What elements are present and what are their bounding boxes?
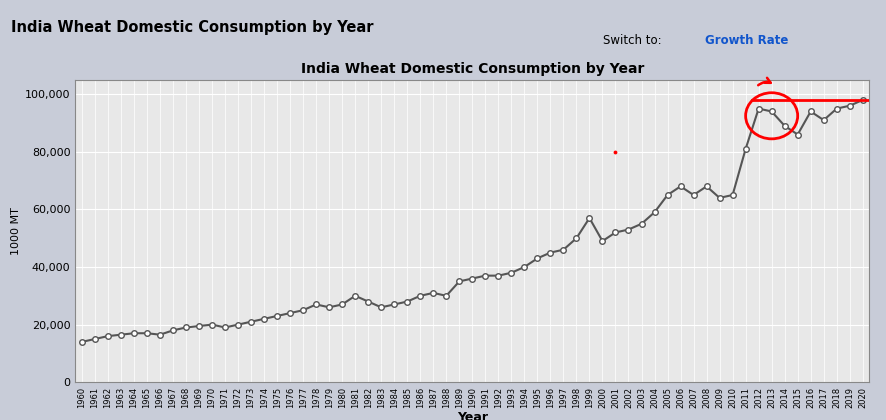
Text: Switch to:: Switch to: bbox=[602, 34, 664, 47]
Y-axis label: 1000 MT: 1000 MT bbox=[11, 207, 21, 255]
Text: India Wheat Domestic Consumption by Year: India Wheat Domestic Consumption by Year bbox=[11, 20, 373, 35]
X-axis label: Year: Year bbox=[456, 411, 487, 420]
Title: India Wheat Domestic Consumption by Year: India Wheat Domestic Consumption by Year bbox=[300, 62, 643, 76]
Text: Growth Rate: Growth Rate bbox=[704, 34, 788, 47]
